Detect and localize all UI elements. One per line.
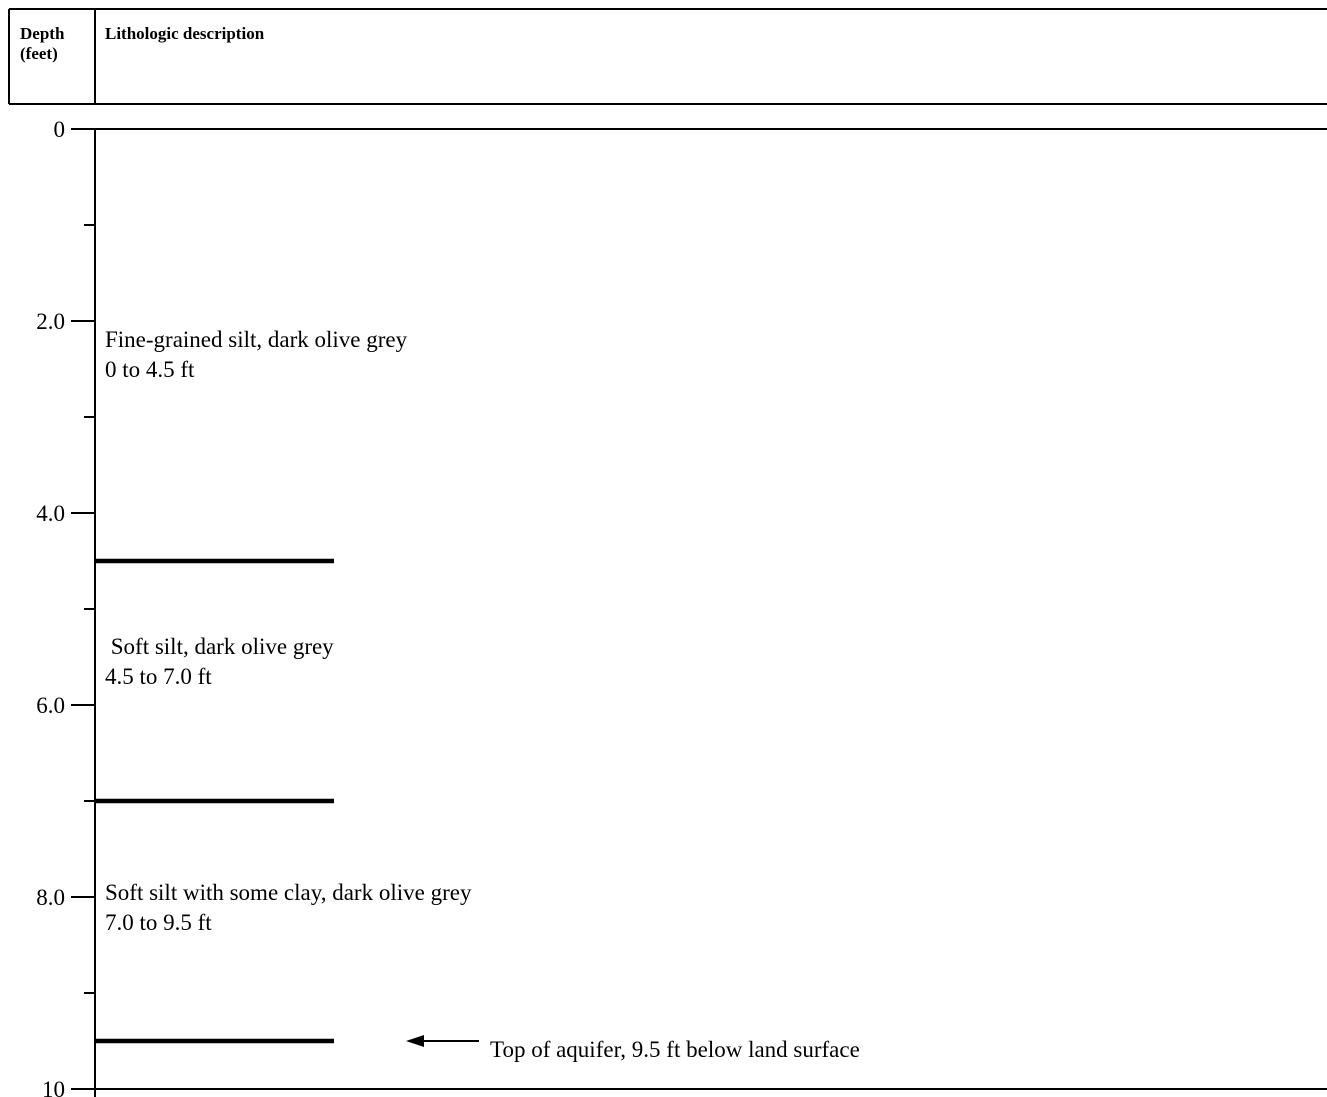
depth-tick-label: 2.0 xyxy=(36,309,65,334)
unit-description: Fine-grained silt, dark olive grey xyxy=(105,327,408,352)
log-body: 0 2.0 4.0 6.0 8.0 10 Fine-grained silt, dark … xyxy=(36,117,1327,1097)
unit-descriptions: Fine-grained silt, dark olive grey 0 to 4… xyxy=(105,327,472,935)
aquifer-annotation-text: Top of aquifer, 9.5 ft below land surfac… xyxy=(490,1037,860,1062)
depth-tick-label: 4.0 xyxy=(36,501,65,526)
header-table: Depth (feet) Lithologic description xyxy=(8,8,1327,105)
depth-header-line1: Depth xyxy=(20,24,65,43)
aquifer-annotation: Top of aquifer, 9.5 ft below land surfac… xyxy=(406,1035,860,1062)
depth-tick-label: 8.0 xyxy=(36,885,65,910)
depth-tick-labels: 0 2.0 4.0 6.0 8.0 10 xyxy=(36,117,65,1097)
unit-depth-range: 0 to 4.5 ft xyxy=(105,357,195,382)
aquifer-arrow-icon xyxy=(406,1035,424,1047)
unit-depth-range: 7.0 to 9.5 ft xyxy=(105,910,212,935)
depth-tick-label: 0 xyxy=(54,117,66,142)
depth-header-line2: (feet) xyxy=(20,44,58,63)
description-header: Lithologic description xyxy=(105,24,265,43)
unit-description: Soft silt, dark olive grey xyxy=(105,634,334,659)
depth-ticks xyxy=(71,128,95,1090)
depth-tick-label: 10 xyxy=(42,1077,65,1097)
unit-description: Soft silt with some clay, dark olive gre… xyxy=(105,880,472,905)
unit-depth-range: 4.5 to 7.0 ft xyxy=(105,664,212,689)
depth-tick-label: 6.0 xyxy=(36,693,65,718)
unit-contacts xyxy=(95,558,334,1044)
